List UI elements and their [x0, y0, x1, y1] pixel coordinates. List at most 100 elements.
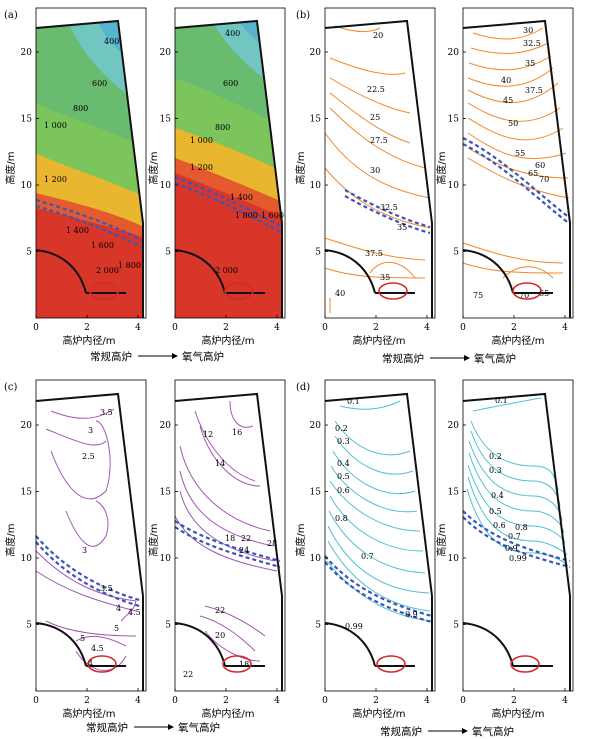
y-tick-label: 20: [310, 48, 322, 58]
contour-label: 22: [241, 534, 251, 543]
contour-label: 600: [92, 79, 107, 88]
x-axis-label: 高炉内径/m: [491, 334, 544, 347]
panel-a-right: 400 600 800 1 000 1 200 1 400 1 600 1 80…: [174, 19, 284, 318]
furnace-wall: [324, 392, 433, 691]
x-axis-label: 高炉内径/m: [352, 707, 405, 720]
y-axis-label: 高度/m: [4, 523, 17, 556]
contour-label: 5: [114, 624, 119, 633]
contour-label: 18: [225, 534, 235, 543]
x-tick-label: 2: [373, 323, 379, 333]
contour-label: 0.1: [495, 396, 508, 405]
furnace-wall: [462, 392, 571, 691]
contour-label: 1 000: [44, 121, 67, 130]
raceway: [378, 282, 408, 300]
y-tick-label: 5: [26, 621, 32, 631]
x-axis-label: 高炉内径/m: [491, 707, 544, 720]
contour-label: 65: [528, 169, 538, 178]
contour-label: 28: [267, 539, 277, 548]
arrow-head: [168, 724, 174, 730]
contour-label: 0.3: [337, 437, 350, 446]
x-tick-label: 2: [511, 323, 517, 333]
furnace-wall: [35, 19, 144, 318]
contour-label: 22: [183, 670, 193, 679]
contour-label: 0.4: [491, 491, 504, 500]
contour-label: 1 400: [66, 226, 89, 235]
x-tick-label: 2: [373, 696, 379, 706]
y-tick-label: 20: [448, 421, 460, 431]
x-tick-label: 4: [135, 323, 141, 333]
y-tick-label: 20: [21, 48, 33, 58]
contour-label: 0.2: [335, 424, 348, 433]
panel-d-left-labels: 0.1 0.2 0.3 0.4 0.5 0.6 0.8 0.7 0.9 0.99: [335, 397, 418, 631]
contour-label: 3.5: [100, 408, 113, 417]
axes-box: [462, 7, 574, 319]
panel-b-right: [462, 19, 571, 318]
contour-label: 0.8: [335, 514, 348, 523]
panel-d-left: [324, 392, 433, 691]
y-tick-label: 10: [310, 181, 322, 191]
panel-c-left: [35, 392, 144, 691]
y-axis-label: 高度/m: [147, 151, 160, 184]
contour-label: 75: [473, 291, 483, 300]
contour-label: 22: [215, 606, 225, 615]
y-tick-label: 15: [310, 115, 322, 125]
contour-label: 400: [225, 29, 240, 38]
contour-label: 1 800: [235, 211, 258, 220]
arrow-head: [464, 355, 470, 361]
contour-label: 1 600: [91, 241, 114, 250]
shaft-boundary-line: [174, 181, 283, 234]
temperature-field: [175, 21, 282, 318]
y-axis-label: 高度/m: [147, 523, 160, 556]
contour-label: 1 000: [190, 136, 213, 145]
caption-left: 常规高炉: [380, 725, 422, 738]
y-tick-label: 10: [448, 181, 460, 191]
contour-label: 30: [370, 166, 380, 175]
x-tick-label: 0: [33, 323, 39, 333]
x-tick-label: 0: [172, 323, 178, 333]
y-tick-label: 15: [160, 488, 172, 498]
caption-right: 氧气高炉: [474, 352, 516, 365]
x-axis-label: 高炉内径/m: [352, 334, 405, 347]
x-tick-label: 0: [460, 323, 466, 333]
contour-label: 22.5: [367, 85, 385, 94]
y-tick-label: 15: [448, 115, 460, 125]
y-tick-label: 10: [160, 181, 172, 191]
caption-c: 常规高炉 氧气高炉: [86, 721, 220, 734]
furnace-wall: [324, 19, 433, 318]
caption-right: 氧气高炉: [472, 725, 514, 738]
y-tick-label: 15: [21, 488, 33, 498]
contour-label: 4.5: [128, 608, 141, 617]
contour-label: 0.7: [361, 552, 374, 561]
contour-label: 32.5: [380, 203, 398, 212]
raceway: [87, 655, 117, 673]
x-axis-label: 高炉内径/m: [201, 707, 254, 720]
axes-box: [35, 379, 147, 692]
contour-label: 0.5: [337, 472, 350, 481]
arrow-head: [172, 353, 178, 359]
contour-label: 2.5: [82, 452, 95, 461]
contour-label: 70: [519, 291, 529, 300]
contour-label: 400: [104, 37, 119, 46]
contour-label: 0.2: [489, 452, 502, 461]
cohesive-zone-line: [174, 249, 226, 294]
contour-label: 27.5: [370, 136, 388, 145]
furnace-wall: [462, 19, 571, 318]
contour-label: 3: [88, 426, 93, 435]
x-tick-label: 0: [33, 696, 39, 706]
panel-d-right-labels: 0.1 0.2 0.3 0.4 0.5 0.6 0.7 0.8 0.9 0.99: [489, 396, 528, 563]
contour-label: 1 600: [261, 211, 284, 220]
caption-b: 常规高炉 氧气高炉: [382, 352, 516, 365]
x-tick-label: 4: [562, 323, 568, 333]
y-tick-label: 10: [310, 554, 322, 564]
panel-b-left: [324, 19, 433, 318]
x-tick-label: 2: [223, 323, 229, 333]
axes-frames: [35, 7, 574, 692]
axes-box: [462, 379, 574, 692]
x-tick-label: 0: [322, 696, 328, 706]
temperature-field: [36, 21, 143, 318]
contour-label: 35: [525, 59, 535, 68]
contour-label: 1 200: [190, 163, 213, 172]
panel-c-left-labels: 3.5 3 2.5 3 3.5 4 4.5 5 5 4.5 4: [80, 408, 141, 668]
contour-label: 14: [215, 459, 225, 468]
